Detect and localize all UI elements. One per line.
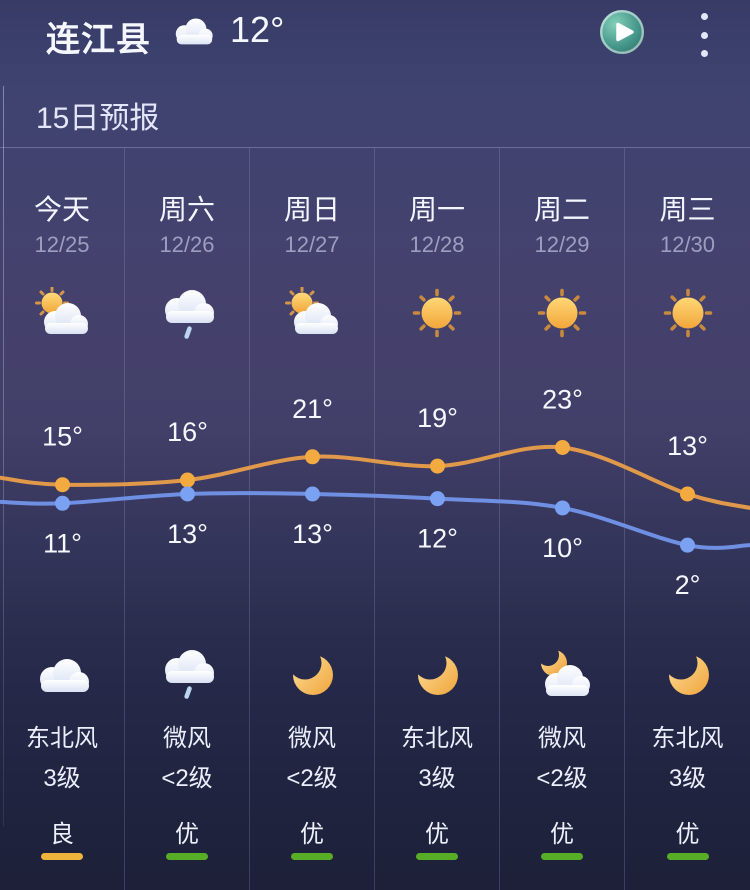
section-title: 15日预报 (36, 102, 160, 135)
aqi-label: 优 (425, 821, 449, 848)
aqi-indicator-bar (541, 853, 583, 860)
wind-level: 3级 (418, 765, 456, 792)
day-label: 周日 (283, 194, 340, 225)
top-bar: 连江县 12° (0, 0, 750, 80)
date-label: 12/29 (534, 232, 590, 257)
play-button[interactable] (599, 9, 645, 55)
wind-direction: 微风 (163, 725, 211, 752)
wind-direction: 东北风 (651, 725, 724, 752)
moon-cloud-icon (500, 642, 624, 704)
cloud-sun-icon (250, 282, 374, 344)
forecast-day-column[interactable]: 周一 12/28 东北风 3级优 (375, 148, 500, 890)
cloud-icon (0, 642, 124, 704)
current-condition-cloud-icon (170, 13, 216, 52)
sun-icon (500, 282, 624, 344)
moon-icon (625, 642, 750, 704)
aqi-indicator-bar (666, 853, 709, 860)
location-title: 连江县 (46, 21, 151, 59)
cloud-sun-icon (0, 282, 124, 344)
current-temperature: 12° (230, 9, 285, 50)
aqi-indicator-bar (291, 853, 333, 860)
cloud-rain-icon (125, 642, 249, 704)
more-menu-icon[interactable] (696, 11, 712, 59)
wind-direction: 微风 (538, 725, 586, 752)
wind-level: 3级 (668, 765, 707, 792)
forecast-day-column[interactable]: 周三 12/30 东北风 3级优 (625, 148, 750, 890)
aqi-label: 优 (300, 821, 324, 848)
wind-direction: 东北风 (26, 725, 98, 752)
date-label: 12/25 (34, 232, 90, 257)
forecast-table: 今天 12/25 东北风 3级良 周六 12/26 微风 <2级优 周日 12/27 (0, 148, 750, 890)
wind-direction: 东北风 (401, 725, 473, 752)
wind-level: <2级 (286, 765, 338, 792)
day-label: 周一 (408, 194, 465, 225)
wind-direction: 微风 (288, 725, 336, 752)
day-label: 周三 (659, 194, 716, 225)
aqi-label: 优 (675, 821, 700, 848)
date-label: 12/27 (284, 232, 340, 257)
moon-icon (250, 642, 374, 704)
forecast-day-column[interactable]: 周二 12/29 微风 <2级优 (500, 148, 625, 890)
section-divider (0, 147, 750, 148)
wind-level: 3级 (43, 765, 81, 792)
aqi-label: 优 (550, 821, 574, 848)
day-label: 周二 (533, 194, 590, 225)
day-label: 周六 (158, 194, 215, 225)
date-label: 12/26 (159, 232, 215, 257)
date-label: 12/28 (409, 232, 465, 257)
aqi-indicator-bar (41, 853, 83, 860)
day-label: 今天 (33, 194, 90, 225)
forecast-day-column[interactable]: 周六 12/26 微风 <2级优 (125, 148, 250, 890)
sun-icon (375, 282, 499, 344)
aqi-label: 优 (175, 821, 199, 848)
moon-icon (375, 642, 499, 704)
aqi-indicator-bar (416, 853, 458, 860)
date-label: 12/30 (659, 232, 716, 257)
cloud-rain-icon (125, 282, 249, 344)
wind-level: <2级 (161, 765, 213, 792)
sun-icon (625, 282, 750, 344)
forecast-day-column[interactable]: 今天 12/25 东北风 3级良 (0, 148, 125, 890)
aqi-indicator-bar (166, 853, 208, 860)
wind-level: <2级 (536, 765, 588, 792)
forecast-day-column[interactable]: 周日 12/27 微风 <2级优 (250, 148, 375, 890)
aqi-label: 良 (50, 821, 74, 848)
